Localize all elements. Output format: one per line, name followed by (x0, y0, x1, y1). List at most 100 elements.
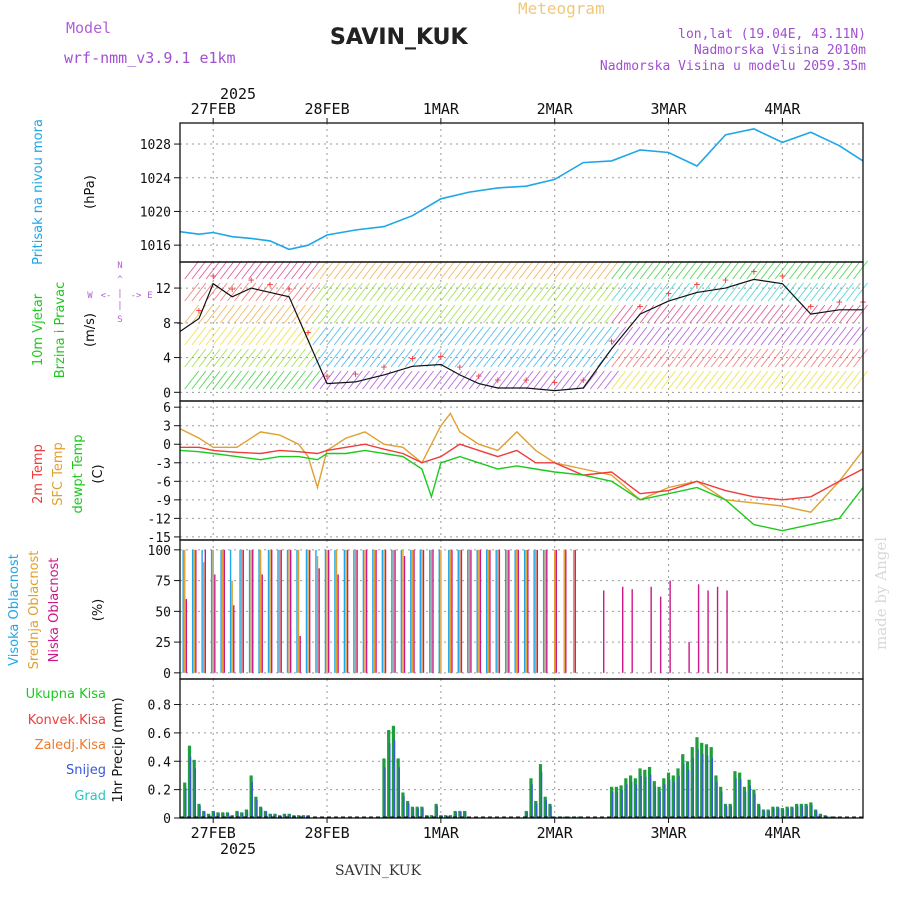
wind-barb (810, 304, 826, 324)
wind-barb (333, 282, 349, 302)
wind-barb (476, 260, 491, 280)
precip-total-bar (187, 745, 192, 818)
wind-barb (789, 326, 804, 346)
precip-snow-bar (782, 809, 785, 818)
wind-barb (639, 326, 655, 346)
wind-barb (283, 282, 299, 302)
precip-total-bar (448, 815, 452, 818)
precip-total-bar (776, 806, 780, 818)
wind-barb (184, 282, 200, 302)
y-tick-label: 8 (163, 317, 171, 332)
precip-snow-bar (768, 810, 770, 818)
wind-barb (668, 370, 683, 390)
wind-compass-icon: N ^ | | S W E <- -> (87, 261, 152, 325)
wind-barb (739, 326, 755, 346)
wind-barb (376, 260, 392, 280)
wind-barb (269, 348, 285, 368)
precip-snow-bar (531, 784, 533, 818)
wind-barb (853, 260, 868, 280)
wind-barb (639, 282, 655, 302)
wind-barb (219, 260, 235, 280)
wind-barb (191, 370, 207, 390)
precip-snow-bar (251, 781, 253, 818)
wind-gust-marker: + (694, 278, 701, 291)
precip-total-bar (700, 742, 704, 818)
wind-barb (682, 260, 698, 280)
precip-snow-bar (664, 784, 666, 818)
wind-barb (191, 282, 207, 302)
wind-barb (340, 260, 356, 280)
wind-barb (853, 326, 868, 346)
wind-barb (625, 304, 641, 324)
wind-barb (205, 304, 221, 324)
precip-total-bar (391, 725, 396, 818)
wind-barb (632, 326, 648, 346)
wind-barb (767, 260, 783, 280)
wind-barb (340, 282, 356, 302)
wind-barb (440, 260, 456, 280)
wind-barb (767, 326, 783, 346)
wind-barb (540, 260, 555, 280)
precip-total-bar (211, 810, 215, 818)
wind-barb (554, 326, 570, 346)
wind-barb (796, 304, 811, 324)
wind-barb (276, 282, 292, 302)
precip-snow-bar (716, 781, 718, 818)
wind-barb (668, 348, 683, 368)
precip-snow-bar (199, 805, 201, 818)
wind-barb (853, 348, 868, 368)
wind-barb (653, 326, 669, 346)
wind-barb (511, 282, 527, 302)
precip-total-bar (273, 813, 277, 818)
wind-barb (212, 370, 228, 390)
wind-barb (219, 326, 235, 346)
wind-barb (604, 304, 619, 324)
precip-snow-bar (744, 791, 747, 818)
wind-barb (490, 304, 506, 324)
wind-barb (483, 348, 498, 368)
precip-total-bar (628, 775, 633, 818)
precip-snow-bar (692, 757, 695, 818)
wind-barb (397, 370, 413, 390)
y-tick-label: 0.6 (148, 727, 171, 742)
temp-2m-label: 2m Temp (31, 444, 46, 504)
wind-barb (255, 348, 271, 368)
precip-snow-bar (735, 778, 737, 818)
wind-barb (412, 326, 427, 346)
wind-barb (404, 326, 420, 346)
wind-barb (227, 348, 242, 368)
precip-snow-bar (455, 811, 457, 818)
wind-barb (348, 348, 363, 368)
precip-total-bar (733, 771, 737, 818)
wind-barb (369, 260, 385, 280)
wind-barb (219, 370, 235, 390)
wind-series-label-1: 10m Vjetar (31, 293, 46, 366)
wind-barb (433, 260, 449, 280)
wind-barb (198, 282, 214, 302)
year-label-top: 2025 (220, 85, 256, 103)
wind-barb (397, 260, 413, 280)
wind-barb (191, 260, 207, 280)
wind-barb (198, 260, 214, 280)
wind-barb (426, 326, 441, 346)
precip-snow-bar (740, 779, 742, 818)
precip-snow-bar (223, 813, 225, 818)
wind-barb (291, 304, 306, 324)
wind-barb (212, 304, 228, 324)
precip-snow-bar (303, 815, 306, 818)
wind-barb (412, 348, 427, 368)
wind-barb (533, 282, 548, 302)
precip-total-bar (818, 813, 822, 818)
wind-barb (540, 304, 555, 324)
precip-total-bar (614, 786, 618, 818)
precip-snow-bar (787, 808, 789, 818)
wind-barb (725, 326, 740, 346)
wind-barb (340, 348, 356, 368)
wind-barb (504, 260, 520, 280)
wind-barb (597, 260, 612, 280)
wind-barb (803, 282, 819, 302)
precip-total-bar (548, 803, 552, 818)
wind-barb (298, 348, 313, 368)
precip-total-bar (458, 810, 462, 818)
